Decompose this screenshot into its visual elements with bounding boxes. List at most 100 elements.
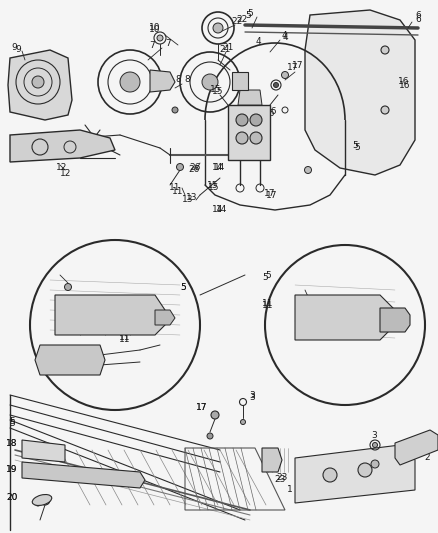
Circle shape <box>64 284 71 290</box>
Circle shape <box>32 76 44 88</box>
Text: 19: 19 <box>6 465 18 474</box>
Circle shape <box>358 463 372 477</box>
Circle shape <box>240 419 246 424</box>
Text: 5: 5 <box>354 143 360 152</box>
Text: 5: 5 <box>352 141 358 149</box>
Text: 15: 15 <box>210 85 222 94</box>
Circle shape <box>282 71 289 78</box>
Polygon shape <box>150 70 175 92</box>
Text: 26: 26 <box>189 164 201 173</box>
Polygon shape <box>295 295 395 340</box>
Text: 10: 10 <box>149 23 161 33</box>
Polygon shape <box>238 90 262 105</box>
Text: 21: 21 <box>219 45 231 54</box>
Text: 21: 21 <box>223 43 234 52</box>
Circle shape <box>211 411 219 419</box>
Text: 16: 16 <box>266 108 278 117</box>
Text: 22: 22 <box>231 18 243 27</box>
Text: 5: 5 <box>180 284 186 293</box>
Text: 13: 13 <box>186 193 198 203</box>
Text: 17: 17 <box>292 61 304 70</box>
Text: 5: 5 <box>9 419 15 429</box>
Text: 3: 3 <box>249 392 255 400</box>
Text: 13: 13 <box>182 196 194 205</box>
Text: 26: 26 <box>188 166 200 174</box>
Polygon shape <box>232 72 248 90</box>
Text: 17: 17 <box>196 403 208 413</box>
Text: 11: 11 <box>169 183 181 192</box>
Polygon shape <box>8 50 72 120</box>
Circle shape <box>52 357 58 363</box>
Text: 7: 7 <box>165 38 171 47</box>
Text: 8: 8 <box>175 76 181 85</box>
Circle shape <box>306 316 314 324</box>
Text: 9: 9 <box>11 43 17 52</box>
Text: 23: 23 <box>276 473 288 482</box>
Text: 22: 22 <box>237 15 247 25</box>
Text: 6: 6 <box>415 15 421 25</box>
Text: 11: 11 <box>172 188 184 197</box>
Text: 14: 14 <box>216 206 228 214</box>
Text: 14: 14 <box>212 206 224 214</box>
Text: 5: 5 <box>247 10 253 19</box>
Text: 15: 15 <box>208 183 220 192</box>
Text: 15: 15 <box>212 87 224 96</box>
Polygon shape <box>155 310 175 325</box>
Text: 8: 8 <box>184 75 190 84</box>
Text: 3: 3 <box>249 393 255 402</box>
Text: 14: 14 <box>214 164 226 173</box>
Circle shape <box>40 495 50 505</box>
Text: 7: 7 <box>149 41 155 50</box>
Polygon shape <box>380 308 410 332</box>
Circle shape <box>250 114 262 126</box>
Text: 18: 18 <box>6 439 18 448</box>
Circle shape <box>371 460 379 468</box>
Text: 20: 20 <box>6 492 18 502</box>
Polygon shape <box>35 345 105 375</box>
Text: 17: 17 <box>264 190 276 198</box>
Circle shape <box>323 468 337 482</box>
Text: 4: 4 <box>281 30 287 39</box>
Text: 11: 11 <box>119 335 131 344</box>
Text: 10: 10 <box>149 26 161 35</box>
Text: 19: 19 <box>6 465 18 474</box>
Circle shape <box>157 35 163 41</box>
Polygon shape <box>22 462 145 488</box>
Text: 20: 20 <box>6 492 18 502</box>
Text: 5: 5 <box>180 284 186 293</box>
Polygon shape <box>228 105 270 160</box>
Text: 2: 2 <box>424 454 430 463</box>
Polygon shape <box>262 448 282 472</box>
Text: 3: 3 <box>371 432 377 440</box>
Text: 5: 5 <box>265 271 271 280</box>
Polygon shape <box>22 440 65 462</box>
Text: 16: 16 <box>264 109 276 118</box>
Circle shape <box>304 166 311 174</box>
Polygon shape <box>10 130 115 162</box>
Circle shape <box>381 46 389 54</box>
Text: 17: 17 <box>196 403 208 413</box>
Text: 16: 16 <box>399 80 411 90</box>
Text: 15: 15 <box>207 182 219 190</box>
Polygon shape <box>55 295 165 335</box>
Text: 23: 23 <box>274 475 286 484</box>
Polygon shape <box>305 10 415 175</box>
Text: 6: 6 <box>415 12 421 20</box>
Text: 11: 11 <box>262 301 274 310</box>
Text: 4: 4 <box>282 34 288 43</box>
Circle shape <box>202 74 218 90</box>
Circle shape <box>273 83 279 87</box>
Circle shape <box>306 301 314 309</box>
Text: 12: 12 <box>57 164 68 173</box>
Ellipse shape <box>32 495 52 505</box>
Text: 17: 17 <box>287 63 299 72</box>
Text: 4: 4 <box>255 37 261 46</box>
Circle shape <box>236 114 248 126</box>
Circle shape <box>177 164 184 171</box>
Polygon shape <box>395 430 438 465</box>
Text: 9: 9 <box>15 45 21 54</box>
Circle shape <box>213 23 223 33</box>
Polygon shape <box>295 445 415 503</box>
Text: 11: 11 <box>119 334 131 343</box>
Text: 5: 5 <box>262 273 268 282</box>
